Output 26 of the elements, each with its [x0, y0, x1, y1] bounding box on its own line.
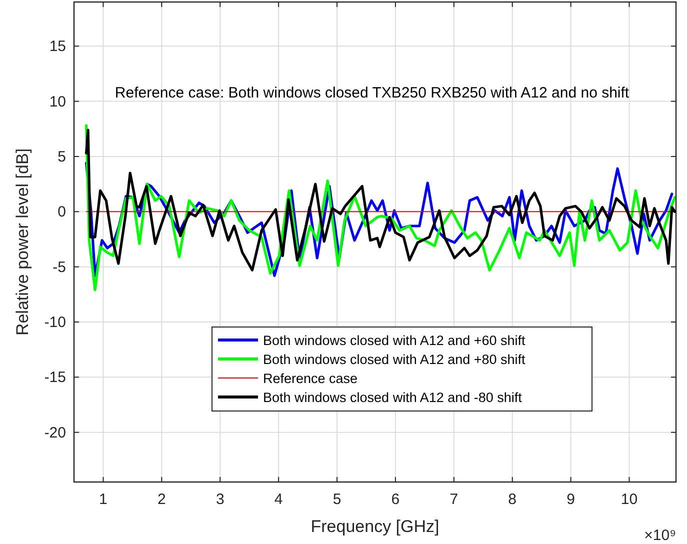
x-tick-label: 2 [158, 491, 166, 508]
y-tick-label: 5 [58, 148, 66, 166]
y-tick-label: 10 [49, 93, 66, 110]
legend-label: Both windows closed with A12 and +60 shift [263, 333, 526, 348]
x-tick-label: 3 [216, 491, 224, 508]
y-tick-label: -10 [44, 314, 66, 331]
x-tick-label: 7 [450, 491, 458, 508]
y-tick-label: -5 [52, 258, 66, 276]
text: ×10⁹ [644, 527, 676, 544]
y-tick-label: -15 [44, 369, 66, 386]
x-tick-label: 1 [99, 491, 108, 508]
x-tick-label: 10 [620, 491, 638, 508]
x-tick-label: 6 [391, 491, 400, 508]
y-tick-label: 0 [58, 204, 66, 221]
x-tick-label: 9 [566, 491, 575, 508]
y-tick-label: 15 [49, 38, 66, 56]
annotation: Reference case: Both windows closed TXB250 RXB250 with A12 and no shift [114, 84, 630, 102]
y-tick-label: -20 [44, 424, 66, 442]
legend-label: Both windows closed with A12 and -80 shift [263, 390, 522, 405]
legend-label: Reference case [263, 371, 358, 386]
x-tick-label: 8 [508, 491, 517, 508]
x-tick-label: 5 [332, 491, 342, 508]
y-axis-title: Relative power level [dB] [13, 148, 32, 336]
x-tick-label: 4 [274, 491, 283, 508]
legend-label: Both windows closed with A12 and +80 shift [263, 352, 526, 367]
x-axis-title: Frequency [GHz] [310, 517, 440, 536]
